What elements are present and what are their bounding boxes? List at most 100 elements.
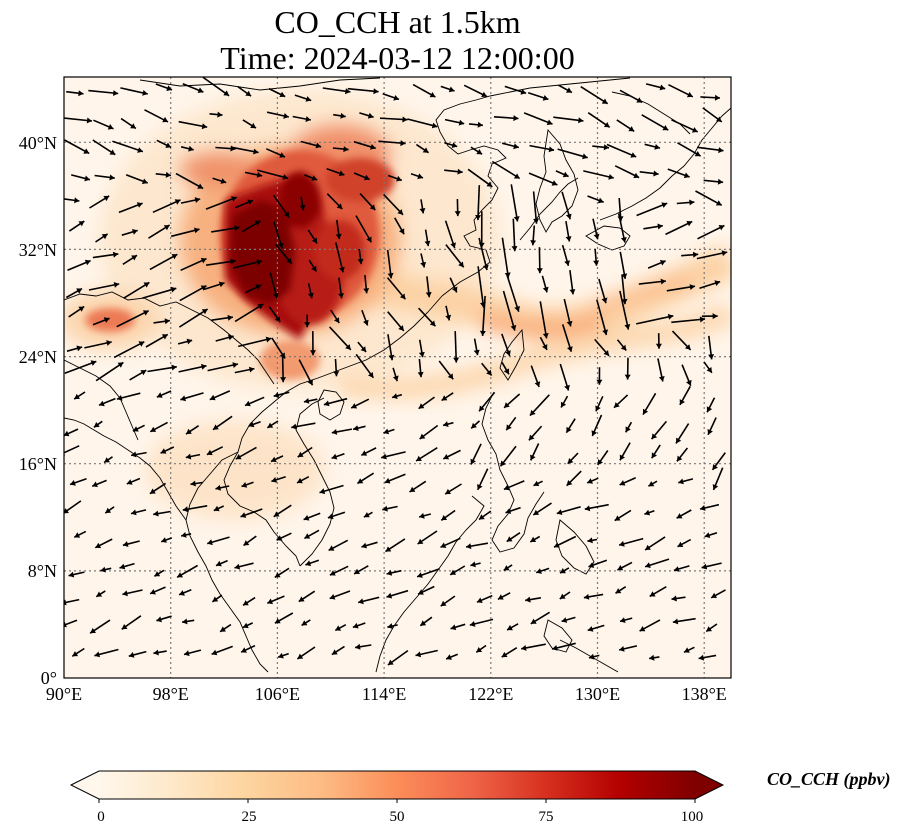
wind-arrow-head: [624, 324, 631, 330]
wind-arrow-head: [503, 484, 510, 491]
wind-arrow-shaft: [553, 116, 584, 122]
colorbar-extend-high: [695, 771, 723, 799]
wind-arrow-head: [624, 374, 631, 380]
wind-arrow-head: [648, 481, 655, 487]
wind-arrow-head: [280, 377, 287, 383]
wind-arrow-head: [601, 98, 608, 104]
wind-arrow-head: [165, 171, 171, 178]
gridlines: [64, 77, 731, 678]
wind-arrow-head: [388, 354, 395, 361]
wind-arrow-head: [476, 149, 483, 155]
wind-arrow-head: [476, 647, 483, 653]
wind-arrow-head: [333, 371, 340, 377]
wind-arrow-head: [676, 455, 683, 462]
wind-arrow-head: [533, 509, 540, 515]
wind-arrow-head: [676, 513, 683, 519]
wind-arrow-head: [128, 652, 135, 658]
wind-arrow-head: [479, 514, 485, 520]
wind-arrow-head: [180, 395, 186, 402]
wind-arrow-shaft: [95, 361, 124, 382]
wind-arrow-head: [132, 426, 139, 432]
wind-arrow-head: [706, 406, 713, 413]
wind-arrow-head: [667, 313, 674, 320]
wind-arrow-head: [358, 598, 364, 605]
wind-arrow-head: [328, 545, 335, 551]
wind-arrow-head: [276, 535, 283, 541]
wind-arrow-head: [400, 140, 406, 147]
wind-arrow-head: [282, 174, 289, 180]
wind-arrow-head: [142, 90, 148, 96]
wind-arrow-head: [311, 265, 317, 272]
wind-arrow-head: [513, 143, 519, 150]
wind-arrow-head: [384, 477, 391, 484]
wind-arrow-head: [441, 515, 448, 521]
wind-arrow-head: [533, 480, 540, 487]
wind-arrow-head: [94, 651, 100, 658]
wind-arrow-head: [90, 360, 97, 366]
wind-arrow-head: [450, 624, 457, 631]
wind-arrow-head: [659, 260, 666, 266]
wind-arrow-head: [445, 488, 451, 495]
wind-arrow-head: [179, 590, 185, 596]
wind-arrow-head: [561, 617, 568, 623]
wind-arrow-shaft: [510, 184, 519, 222]
wind-arrow-head: [530, 409, 536, 416]
wind-arrow-head: [386, 570, 393, 576]
wind-arrow-shaft: [477, 185, 481, 221]
wind-arrow-head: [103, 317, 110, 323]
wind-arrow-head: [126, 479, 133, 485]
wind-arrow-head: [220, 178, 227, 184]
wind-arrow-head: [718, 225, 725, 231]
wind-arrow-head: [659, 84, 666, 91]
wind-arrow-head: [591, 430, 597, 436]
wind-arrow-shaft: [501, 237, 510, 278]
lon-tick-label: 114°E: [362, 684, 407, 704]
wind-arrow-head: [698, 654, 705, 661]
wind-arrow-head: [658, 376, 665, 382]
wind-arrow-head: [217, 111, 223, 118]
wind-arrow-head: [343, 146, 349, 153]
colorbar-tick-label: 50: [390, 809, 405, 825]
wind-arrow-head: [103, 195, 110, 202]
wind-arrow-head: [307, 292, 314, 299]
wind-arrow-head: [458, 119, 465, 126]
wind-arrow-head: [310, 350, 316, 356]
wind-arrow-head: [692, 251, 699, 258]
wind-arrow-head: [305, 560, 312, 567]
wind-arrow-head: [559, 593, 566, 599]
wind-arrow-head: [506, 424, 512, 431]
wind-arrow-head: [323, 400, 330, 407]
wind-arrow-head: [620, 344, 627, 351]
wind-arrow-head: [542, 333, 549, 339]
wind-arrow-head: [446, 654, 452, 660]
wind-arrow-head: [721, 250, 728, 257]
wind-arrow-head: [131, 255, 137, 261]
wind-arrow-head: [211, 649, 218, 656]
wind-arrow-head: [694, 151, 701, 157]
wind-arrow-head: [150, 426, 157, 432]
wind-arrow-head: [201, 309, 208, 315]
wind-arrow-head: [220, 626, 226, 632]
wind-arrow-head: [386, 592, 393, 599]
wind-arrow-head: [617, 565, 624, 571]
wind-arrow-head: [156, 392, 163, 398]
wind-arrow-head: [451, 142, 458, 148]
wind-arrow-head: [443, 454, 450, 460]
wind-arrow-head: [402, 116, 408, 123]
wind-arrow-head: [530, 240, 537, 246]
wind-arrow-head: [160, 448, 167, 454]
wind-arrow-shaft: [205, 196, 238, 210]
wind-arrow-head: [232, 362, 238, 368]
wind-arrow-head: [113, 90, 119, 96]
wind-arrow-head: [418, 403, 425, 409]
wind-arrow-head: [717, 178, 724, 185]
wind-arrow-head: [497, 594, 504, 600]
wind-arrow-shaft: [234, 303, 264, 323]
wind-arrow-head: [381, 453, 387, 460]
wind-arrow-head: [530, 454, 536, 461]
wind-arrow-head: [566, 320, 573, 327]
lon-tick-label: 90°E: [46, 684, 82, 704]
wind-arrow-head: [548, 146, 555, 153]
wind-vectors: [64, 77, 728, 666]
wind-arrow-head: [201, 363, 207, 370]
